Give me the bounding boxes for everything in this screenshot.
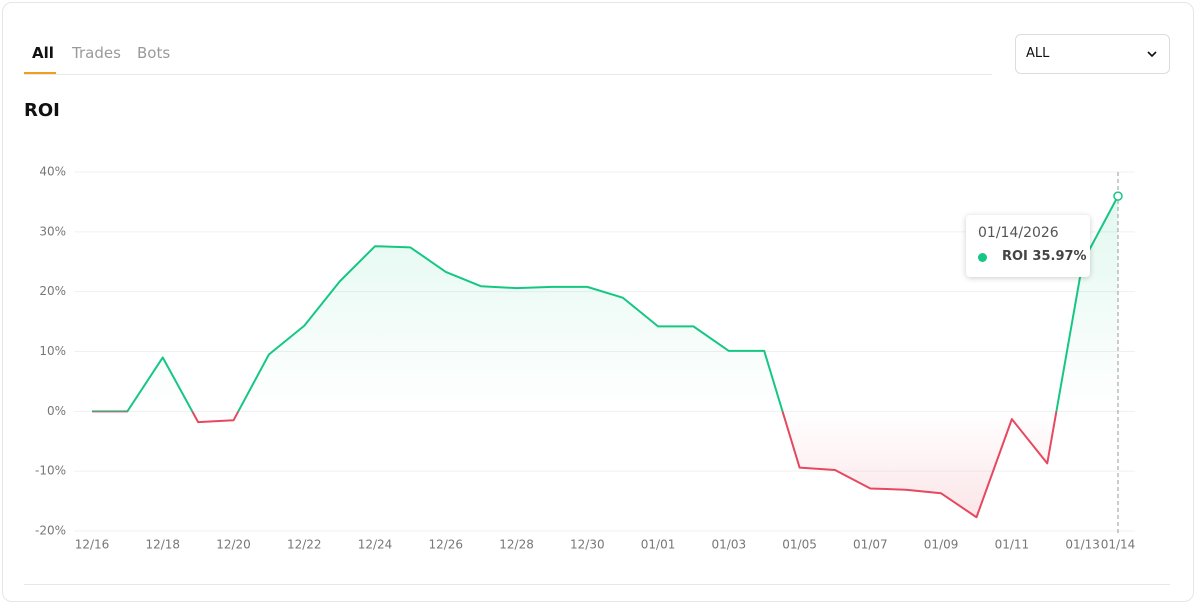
y-tick-label: 40% [39,165,66,179]
x-tick-label: 12/24 [358,538,393,552]
chevron-icon [1147,51,1157,58]
tab[interactable]: Bots [137,44,171,62]
area [92,196,1118,518]
x-tick-label: 12/18 [145,538,180,552]
filter-dropdown[interactable]: ALL [1015,34,1170,74]
y-tick-label: -20% [35,524,66,538]
x-tick-label: 12/28 [499,538,534,552]
x-tick-label: 01/11 [995,538,1030,552]
x-tick-label: 12/16 [75,538,110,552]
tooltip-dot [978,253,987,262]
tooltip-date: 01/14/2026 [978,225,1059,241]
x-tick-label: 01/03 [712,538,747,552]
tab[interactable]: Trades [72,44,121,62]
x-tick-label: 12/30 [570,538,605,552]
x-tick-label: 01/13 [1065,538,1100,552]
x-tick-label: 12/26 [428,538,463,552]
y-tick-label: 0% [47,404,66,418]
y-tick-label: 10% [39,344,66,358]
x-tick-label: 01/05 [782,538,817,552]
chart-title: ROI [24,100,60,121]
tooltip: 01/14/2026 ROI 35.97% [966,215,1090,277]
x-tick-label: 12/22 [287,538,322,552]
tab[interactable]: All [32,44,54,62]
x-tick-label: 01/07 [853,538,888,552]
dropdown-value: ALL [1026,46,1050,61]
y-tick-label: 30% [39,224,66,238]
y-tick-label: -10% [35,464,66,478]
active-tab-indicator [24,72,56,74]
x-tick-label: 01/01 [641,538,676,552]
x-tick-label: 12/20 [216,538,251,552]
hover-point [1113,191,1123,201]
x-tick-label: 01/14 [1101,538,1136,552]
line [92,195,1119,519]
divider [24,584,1170,585]
tooltip-value: ROI 35.97% [1002,249,1087,264]
tab-bar: All Trades Bots [24,32,992,75]
y-tick-label: 20% [39,284,66,298]
x-tick-label: 01/09 [924,538,959,552]
